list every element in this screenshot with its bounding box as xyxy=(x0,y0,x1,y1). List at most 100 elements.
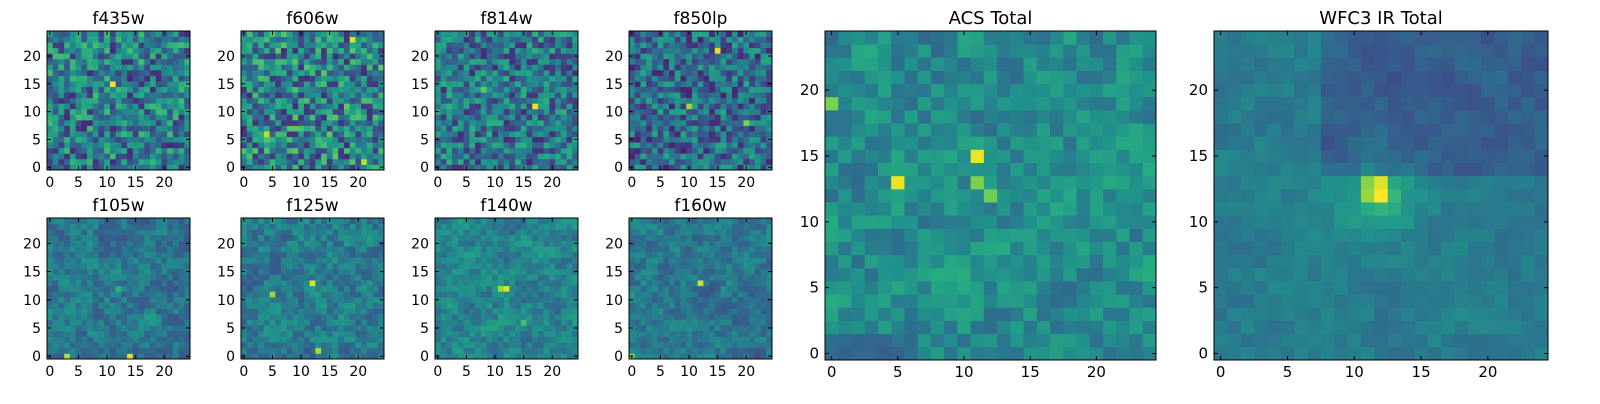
heatmap-cell xyxy=(53,229,59,235)
heatmap-cell xyxy=(252,274,258,280)
heatmap-cell xyxy=(93,331,99,337)
x-tick-label: 5 xyxy=(268,364,277,380)
heatmap-cell xyxy=(732,37,738,43)
heatmap-cell xyxy=(338,235,344,241)
y-tick-label: 20 xyxy=(411,49,429,65)
heatmap-cell xyxy=(761,109,767,115)
heatmap-cell xyxy=(292,308,298,314)
heatmap-cell xyxy=(492,303,498,309)
heatmap-cell xyxy=(275,87,281,93)
heatmap-cell xyxy=(298,263,304,269)
heatmap-cell xyxy=(373,314,379,320)
heatmap-cell xyxy=(315,331,321,337)
heatmap-cell xyxy=(184,257,190,263)
heatmap-cell xyxy=(452,142,458,148)
heatmap-cell xyxy=(367,75,373,81)
heatmap-cell xyxy=(561,98,567,104)
heatmap-cell xyxy=(304,42,310,48)
heatmap-cell xyxy=(104,42,110,48)
heatmap-cell xyxy=(53,274,59,280)
heatmap-cell xyxy=(515,159,521,165)
heatmap-cell xyxy=(361,235,367,241)
heatmap-cell xyxy=(464,246,470,252)
heatmap-cell xyxy=(292,353,298,359)
heatmap-cell xyxy=(640,297,646,303)
heatmap-cell xyxy=(469,331,475,337)
heatmap-cell xyxy=(116,131,122,137)
heatmap-cell xyxy=(658,280,664,286)
y-tick-label: 0 xyxy=(32,349,41,365)
heatmap-cell xyxy=(264,342,270,348)
heatmap-cell xyxy=(76,325,82,331)
heatmap-cell xyxy=(498,252,504,258)
heatmap-cell xyxy=(161,92,167,98)
heatmap-cell xyxy=(327,148,333,154)
heatmap-cell xyxy=(139,114,145,120)
heatmap-cell xyxy=(481,87,487,93)
heatmap-cell xyxy=(481,353,487,359)
heatmap-cell xyxy=(53,263,59,269)
heatmap-cell xyxy=(98,120,104,126)
heatmap-cell xyxy=(492,325,498,331)
heatmap-cell xyxy=(315,303,321,309)
heatmap-cell xyxy=(173,241,179,247)
heatmap-cell xyxy=(486,114,492,120)
heatmap-cell xyxy=(167,280,173,286)
heatmap-cell xyxy=(669,353,675,359)
heatmap-cell xyxy=(64,280,70,286)
heatmap-cell xyxy=(469,31,475,37)
heatmap-cell xyxy=(721,336,727,342)
heatmap-cell xyxy=(281,131,287,137)
heatmap-cell xyxy=(156,320,162,326)
heatmap-cell xyxy=(555,241,561,247)
heatmap-cell xyxy=(298,48,304,54)
heatmap-cell xyxy=(504,274,510,280)
heatmap-cell xyxy=(567,42,573,48)
heatmap-cell xyxy=(327,42,333,48)
heatmap-cell xyxy=(498,286,504,292)
heatmap-cell xyxy=(321,353,327,359)
heatmap-cell xyxy=(504,153,510,159)
heatmap-cell xyxy=(93,81,99,87)
heatmap-cell xyxy=(355,131,361,137)
heatmap-cell xyxy=(567,303,573,309)
heatmap-cell xyxy=(572,126,578,132)
heatmap-cell xyxy=(258,241,264,247)
heatmap-cell xyxy=(150,235,156,241)
heatmap-cell xyxy=(698,348,704,354)
heatmap-cell xyxy=(749,81,755,87)
heatmap-cell xyxy=(304,159,310,165)
heatmap-cell xyxy=(53,126,59,132)
heatmap-cell xyxy=(275,246,281,252)
heatmap-cell xyxy=(475,59,481,65)
heatmap-cell xyxy=(572,280,578,286)
heatmap-cell xyxy=(481,81,487,87)
heatmap-cell xyxy=(646,109,652,115)
heatmap-cell xyxy=(469,291,475,297)
heatmap-cell xyxy=(698,53,704,59)
heatmap-cell xyxy=(373,308,379,314)
heatmap-cell xyxy=(509,137,515,143)
heatmap-cell xyxy=(298,348,304,354)
heatmap-cell xyxy=(521,98,527,104)
heatmap-cell xyxy=(538,286,544,292)
heatmap-cell xyxy=(504,297,510,303)
heatmap-cell xyxy=(355,229,361,235)
heatmap-cell xyxy=(361,246,367,252)
heatmap-cell xyxy=(692,320,698,326)
heatmap-cell xyxy=(378,59,384,65)
heatmap-cell xyxy=(333,159,339,165)
heatmap-cell xyxy=(270,303,276,309)
heatmap-cell xyxy=(110,246,116,252)
heatmap-cell xyxy=(350,229,356,235)
heatmap-cell xyxy=(743,53,749,59)
heatmap-cell xyxy=(110,103,116,109)
heatmap-cell xyxy=(344,263,350,269)
heatmap-cell xyxy=(458,229,464,235)
heatmap-cell xyxy=(156,37,162,43)
heatmap-cell xyxy=(521,70,527,76)
heatmap-cell xyxy=(441,286,447,292)
heatmap-cell xyxy=(373,142,379,148)
heatmap-cell xyxy=(521,348,527,354)
heatmap-cell xyxy=(179,241,185,247)
